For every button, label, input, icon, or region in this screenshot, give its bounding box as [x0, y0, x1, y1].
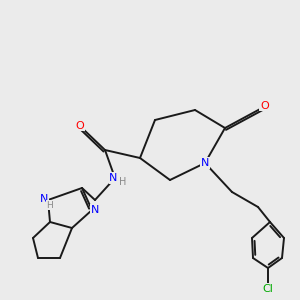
Text: Cl: Cl: [262, 284, 273, 294]
Text: N: N: [40, 194, 49, 203]
Text: N: N: [109, 173, 118, 183]
Text: N: N: [91, 205, 99, 215]
Text: H: H: [119, 177, 126, 187]
Text: H: H: [46, 201, 53, 210]
Text: O: O: [260, 101, 269, 111]
Text: O: O: [75, 121, 84, 130]
Text: N: N: [201, 158, 209, 168]
